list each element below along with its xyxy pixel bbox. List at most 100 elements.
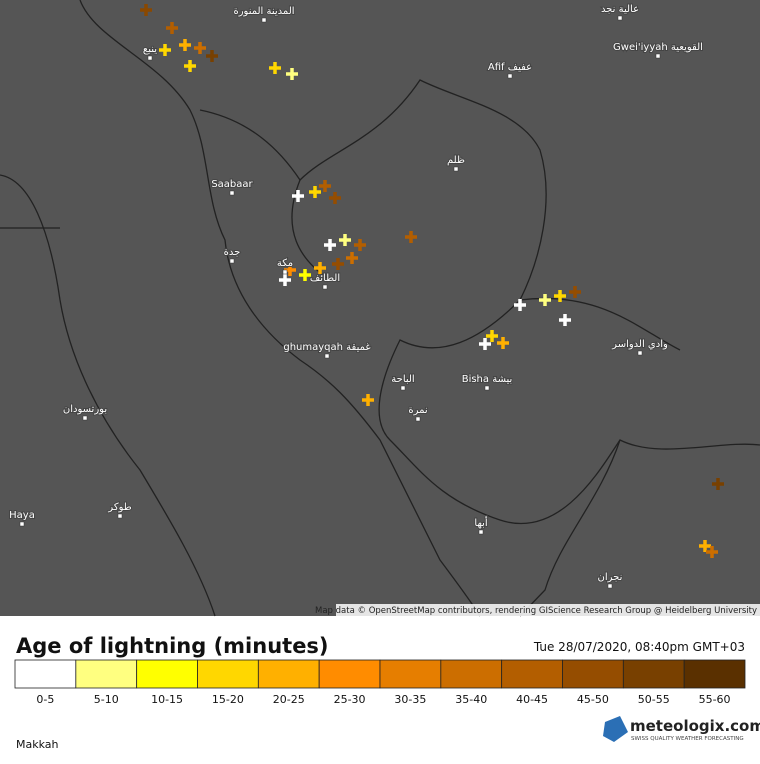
legend-swatch bbox=[501, 659, 563, 689]
lightning-marker bbox=[184, 60, 196, 72]
place-dot bbox=[478, 529, 484, 535]
legend-swatch bbox=[622, 659, 685, 689]
legend-label: 45-50 bbox=[577, 693, 609, 706]
place-label: المدينة المنورة bbox=[233, 6, 294, 17]
place-dot bbox=[229, 258, 235, 264]
place-label: Bisha بيشة bbox=[462, 374, 513, 385]
legend-label: 25-30 bbox=[334, 693, 366, 706]
lightning-marker bbox=[405, 231, 417, 243]
lightning-marker bbox=[309, 186, 321, 198]
place-label: Saabaar bbox=[211, 179, 253, 190]
lightning-marker bbox=[486, 330, 498, 342]
tagline: SWISS QUALITY WEATHER FORECASTING bbox=[631, 736, 744, 742]
lightning-marker bbox=[354, 239, 366, 251]
place-dot bbox=[655, 53, 661, 59]
map-background bbox=[0, 0, 760, 616]
lightning-marker bbox=[346, 252, 358, 264]
place-dot bbox=[415, 416, 421, 422]
place-label: جدة bbox=[224, 247, 241, 258]
place-label: الباحة bbox=[391, 374, 414, 385]
place-dot bbox=[607, 583, 613, 589]
legend-swatch bbox=[75, 659, 138, 689]
legend-label: 10-15 bbox=[151, 693, 183, 706]
attribution-bg bbox=[336, 604, 760, 616]
lightning-marker bbox=[339, 234, 351, 246]
place-label: ظلم bbox=[447, 155, 465, 166]
lightning-marker bbox=[554, 290, 566, 302]
legend-label: 40-45 bbox=[516, 693, 548, 706]
place-label: عالية نجد bbox=[601, 4, 639, 15]
place-label: الطائف bbox=[310, 273, 340, 284]
legend-swatch bbox=[136, 659, 198, 689]
place-label: ghumayqah غميقة bbox=[283, 342, 370, 353]
place-label: وادي الدواسر bbox=[611, 339, 668, 350]
legend-swatch bbox=[14, 659, 77, 689]
lightning-marker bbox=[559, 314, 571, 326]
place-dot bbox=[229, 190, 235, 196]
lightning-marker bbox=[159, 44, 171, 56]
place-label: Afif عفيف bbox=[488, 62, 532, 73]
brand: meteologix.com bbox=[630, 717, 760, 735]
place-dot bbox=[282, 269, 288, 275]
lightning-marker bbox=[362, 394, 374, 406]
place-dot bbox=[453, 166, 459, 172]
lightning-markers bbox=[140, 4, 724, 558]
lightning-marker bbox=[329, 192, 341, 204]
legend-label: 55-60 bbox=[699, 693, 731, 706]
legend-swatch bbox=[257, 659, 320, 689]
place-dot bbox=[637, 350, 643, 356]
legend-label: 20-25 bbox=[273, 693, 305, 706]
lightning-marker bbox=[194, 42, 206, 54]
lightning-marker bbox=[514, 299, 526, 311]
lightning-marker bbox=[292, 190, 304, 202]
lightning-marker bbox=[324, 239, 336, 251]
place-dot bbox=[400, 385, 406, 391]
lightning-marker bbox=[166, 22, 178, 34]
lightning-marker bbox=[497, 337, 509, 349]
lightning-marker bbox=[699, 540, 711, 552]
legend-label: 0-5 bbox=[36, 693, 54, 706]
lightning-marker bbox=[179, 39, 191, 51]
place-label: ينبع bbox=[143, 44, 157, 55]
legend-swatch bbox=[197, 659, 259, 689]
place-label: مكة bbox=[277, 258, 293, 269]
lightning-marker bbox=[569, 286, 581, 298]
lightning-marker bbox=[706, 546, 718, 558]
legend-label: 5-10 bbox=[94, 693, 119, 706]
timestamp: Tue 28/07/2020, 08:40pm GMT+03 bbox=[533, 640, 745, 654]
legend-swatch bbox=[318, 659, 381, 689]
place-label: طوكر bbox=[107, 502, 131, 513]
legend-label: 50-55 bbox=[638, 693, 670, 706]
place-dot bbox=[484, 385, 490, 391]
place-dot bbox=[147, 55, 153, 61]
legend: 0-5 5-10 10-15 15-20 20-25 25-30 30-35 35-40 40-… bbox=[14, 659, 746, 706]
place-dot bbox=[324, 353, 330, 359]
place-dot bbox=[322, 284, 328, 290]
lightning-marker bbox=[279, 274, 291, 286]
legend-title: Age of lightning (minutes) bbox=[16, 634, 329, 658]
place-dot bbox=[617, 15, 623, 21]
brand-logo bbox=[603, 716, 628, 742]
legend-swatch bbox=[562, 659, 624, 689]
place-label: نمرة bbox=[408, 405, 427, 416]
place-label: Gwei'iyyah القويعية bbox=[613, 42, 703, 53]
lightning-marker bbox=[269, 62, 281, 74]
lightning-marker bbox=[712, 478, 724, 490]
lightning-marker bbox=[479, 338, 491, 350]
place-dot bbox=[19, 521, 25, 527]
place-label: نجران bbox=[598, 572, 623, 583]
place-label: أبها bbox=[474, 516, 487, 529]
place-dot bbox=[82, 415, 88, 421]
lightning-marker bbox=[299, 269, 311, 281]
legend-label: 15-20 bbox=[212, 693, 244, 706]
legend-swatch bbox=[683, 659, 746, 689]
legend-swatch bbox=[379, 659, 442, 689]
place-dot bbox=[507, 73, 513, 79]
lightning-marker bbox=[206, 50, 218, 62]
legend-swatch bbox=[440, 659, 503, 689]
attribution: Map data © OpenStreetMap contributors, r… bbox=[315, 606, 757, 616]
legend-label: 30-35 bbox=[394, 693, 426, 706]
lightning-marker bbox=[314, 262, 326, 274]
lightning-marker bbox=[332, 258, 344, 270]
